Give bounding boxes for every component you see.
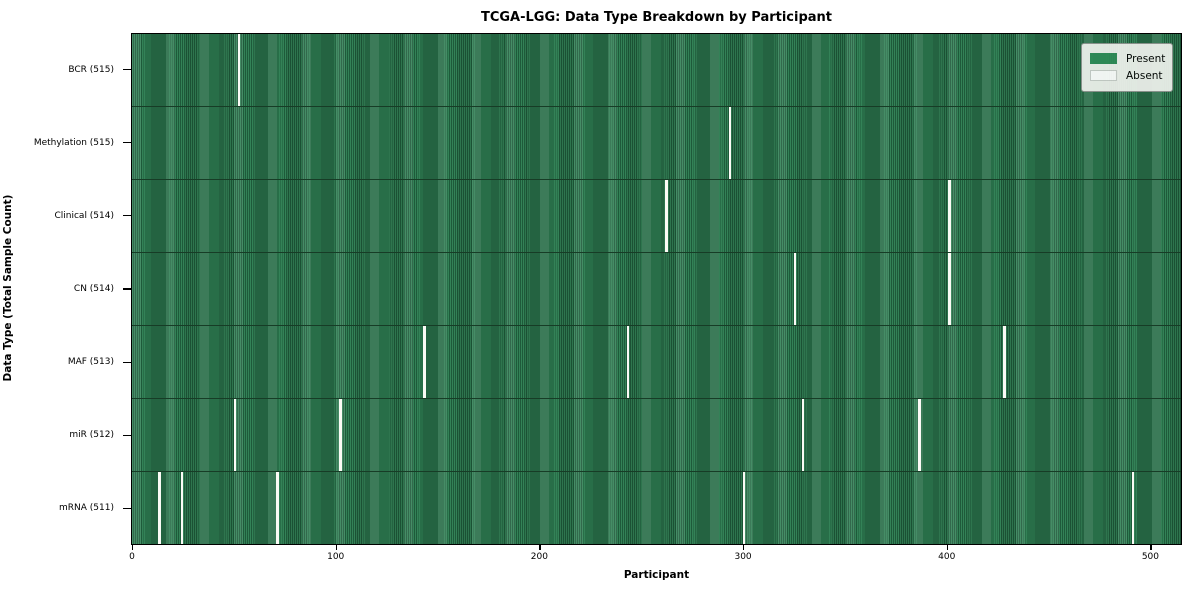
heatmap-row-CN xyxy=(132,252,1181,325)
x-tick-mark xyxy=(946,545,948,550)
absent-mark xyxy=(237,34,241,106)
absent-mark xyxy=(339,399,343,471)
x-tick-label-300: 300 xyxy=(734,552,752,562)
y-tick-label-Methylation: Methylation (515) xyxy=(33,137,114,148)
absent-mark xyxy=(1003,326,1007,398)
x-axis-label: Participant xyxy=(623,569,690,581)
absent-mark xyxy=(180,472,184,544)
y-tick-mark xyxy=(123,142,131,144)
absent-mark xyxy=(665,180,668,252)
absent-mark xyxy=(742,472,746,544)
y-tick-mark xyxy=(123,215,131,217)
absent-mark xyxy=(948,180,952,252)
present-swatch xyxy=(1090,53,1117,64)
y-tick-label-Clinical: Clinical (514) xyxy=(54,210,114,221)
absent-mark xyxy=(728,107,732,179)
x-tick-mark xyxy=(132,545,134,550)
y-tick-label-MAF: MAF (513) xyxy=(67,357,114,368)
x-tick-mark xyxy=(335,545,337,550)
legend-item-absent: Absent xyxy=(1090,67,1164,84)
x-tick-label-0: 0 xyxy=(129,552,135,562)
absent-mark xyxy=(626,326,630,398)
legend-label-present: Present xyxy=(1126,52,1166,65)
absent-mark xyxy=(801,399,805,471)
absent-mark xyxy=(948,253,952,325)
y-tick-mark xyxy=(123,68,131,71)
x-tick-mark xyxy=(1150,545,1152,550)
heatmap-row-Methylation xyxy=(132,106,1181,179)
heatmap-row-MAF xyxy=(132,325,1181,398)
absent-mark xyxy=(793,253,797,325)
x-tick-mark xyxy=(743,545,745,550)
plot-area: Present Absent xyxy=(131,33,1182,545)
heatmap-row-miR xyxy=(132,398,1181,471)
absent-swatch xyxy=(1090,70,1117,81)
y-tick-label-BCR: BCR (515) xyxy=(68,64,114,75)
absent-mark xyxy=(422,326,426,398)
heatmap-row-Clinical xyxy=(132,179,1181,252)
absent-mark xyxy=(276,472,279,544)
legend-item-present: Present xyxy=(1090,50,1166,67)
y-tick-mark xyxy=(123,507,131,510)
legend-label-absent: Absent xyxy=(1126,69,1163,82)
x-tick-label-500: 500 xyxy=(1141,552,1160,562)
x-tick-mark xyxy=(539,545,541,550)
y-tick-mark xyxy=(123,434,131,436)
y-tick-label-mRNA: mRNA (511) xyxy=(59,503,114,514)
x-tick-label-200: 200 xyxy=(530,552,548,562)
legend: Present Absent xyxy=(1081,43,1173,92)
y-tick-label-CN: CN (514) xyxy=(73,284,114,294)
absent-mark xyxy=(1131,472,1135,544)
chart-title: TCGA-LGG: Data Type Breakdown by Partici… xyxy=(480,10,833,25)
x-tick-label-400: 400 xyxy=(938,552,956,562)
heatmap-row-BCR xyxy=(132,34,1181,106)
absent-mark xyxy=(158,472,161,544)
y-tick-mark xyxy=(123,361,131,363)
x-tick-label-100: 100 xyxy=(327,552,345,562)
absent-mark xyxy=(233,399,237,471)
y-tick-label-miR: miR (512) xyxy=(69,430,114,441)
heatmap-row-mRNA xyxy=(132,471,1181,544)
absent-mark xyxy=(917,399,921,471)
y-tick-mark xyxy=(123,288,131,290)
